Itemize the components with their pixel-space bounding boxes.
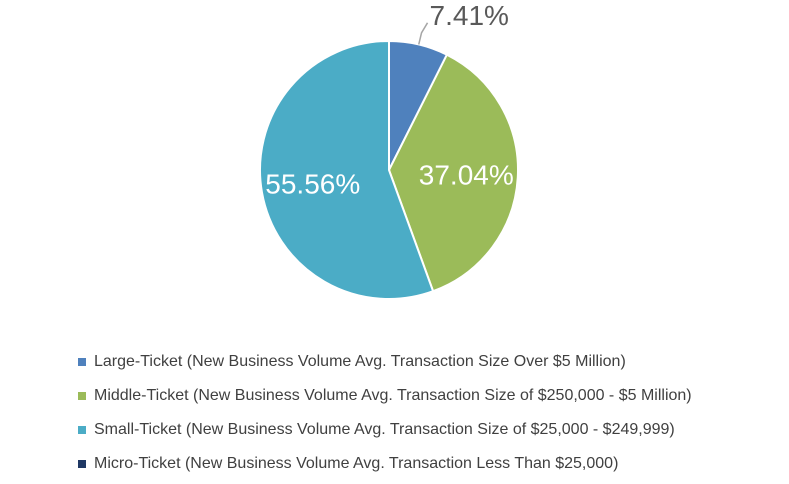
pie-data-label-2: 55.56%	[265, 168, 360, 199]
pie-leader-line-0	[418, 22, 429, 45]
pie-chart: 7.41% 37.04% 55.56%	[259, 0, 519, 300]
legend-item-0: Large-Ticket (New Business Volume Avg. T…	[78, 345, 692, 379]
pie-data-label-1: 37.04%	[419, 160, 514, 191]
chart-legend: Large-Ticket (New Business Volume Avg. T…	[78, 345, 692, 481]
legend-swatch-1	[78, 392, 86, 400]
legend-label-3: Micro-Ticket (New Business Volume Avg. T…	[94, 455, 619, 472]
pie-data-label-0: 7.41%	[430, 0, 509, 31]
legend-item-1: Middle-Ticket (New Business Volume Avg. …	[78, 379, 692, 413]
pie-slice-1	[387, 53, 519, 293]
legend-swatch-3	[78, 460, 86, 468]
legend-item-3: Micro-Ticket (New Business Volume Avg. T…	[78, 447, 692, 481]
legend-item-2: Small-Ticket (New Business Volume Avg. T…	[78, 413, 692, 447]
legend-label-2: Small-Ticket (New Business Volume Avg. T…	[94, 421, 675, 438]
legend-swatch-0	[78, 358, 86, 366]
legend-label-0: Large-Ticket (New Business Volume Avg. T…	[94, 353, 626, 370]
pie-slice-2	[259, 39, 435, 300]
legend-swatch-2	[78, 426, 86, 434]
legend-label-1: Middle-Ticket (New Business Volume Avg. …	[94, 387, 692, 404]
